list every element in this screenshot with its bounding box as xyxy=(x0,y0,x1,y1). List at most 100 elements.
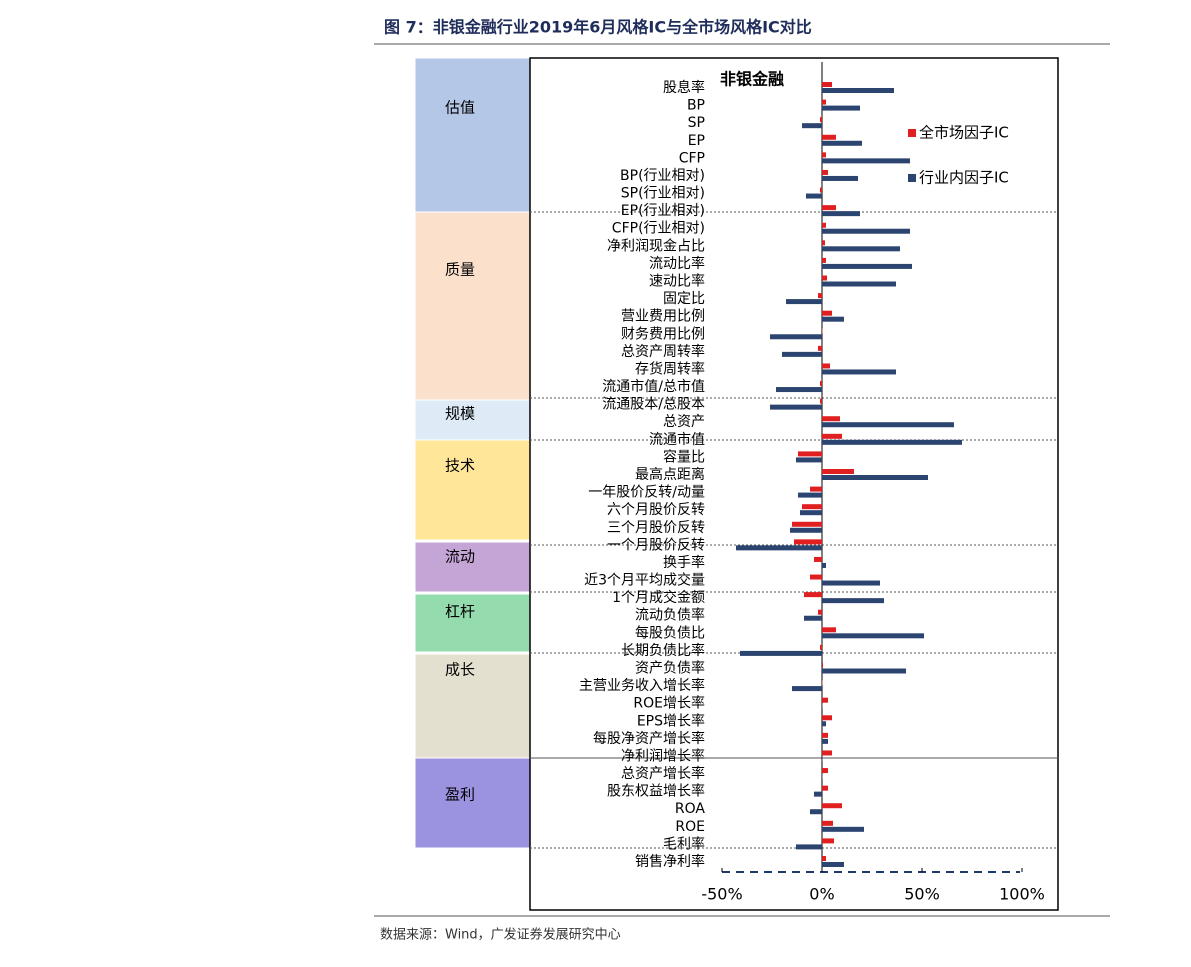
category-label: EP(行业相对) xyxy=(621,203,705,219)
bar xyxy=(822,240,825,246)
bar xyxy=(798,492,822,498)
source: 数据来源：Wind，广发证券发展研究中心 xyxy=(380,927,621,943)
category-label: 主营业务收入增长率 xyxy=(579,677,705,694)
bar xyxy=(822,697,828,703)
page-title: 图 7：非银金融行业2019年6月风格IC与全市场风格IC对比 xyxy=(384,18,812,37)
bar xyxy=(770,334,822,340)
bar xyxy=(796,457,822,463)
bar xyxy=(820,398,822,404)
bar xyxy=(822,169,828,175)
category-label: 最高点距离 xyxy=(635,466,705,483)
bar xyxy=(822,257,826,263)
category-label: 营业费用比例 xyxy=(621,309,705,325)
bar xyxy=(822,99,826,105)
bar xyxy=(810,486,822,492)
group-box xyxy=(414,593,531,653)
bar xyxy=(794,539,822,545)
bar xyxy=(822,105,860,111)
category-label: EPS增长率 xyxy=(637,712,705,729)
category-label: SP xyxy=(688,115,705,131)
bar xyxy=(822,826,864,832)
bar xyxy=(822,598,884,604)
bar xyxy=(822,82,832,87)
bar xyxy=(796,844,822,850)
bar xyxy=(792,521,822,527)
bar xyxy=(814,791,822,797)
category-label: 股息率 xyxy=(663,79,705,96)
bar xyxy=(820,381,822,387)
group-label: 技术 xyxy=(445,457,475,475)
category-label: 流通股本/总股本 xyxy=(602,397,705,413)
bar xyxy=(820,187,822,193)
bar xyxy=(814,556,822,562)
legend-label: 行业内因子IC xyxy=(919,169,1009,187)
plot-title: 非银金融 xyxy=(720,70,784,89)
bar xyxy=(822,228,910,234)
category-label: CFP xyxy=(679,150,705,166)
category-label: 速动比率 xyxy=(649,273,705,290)
bar xyxy=(822,668,906,674)
bar xyxy=(822,768,828,774)
category-label: CFP(行业相对) xyxy=(612,221,705,237)
bar xyxy=(822,774,823,780)
bar xyxy=(822,703,823,709)
bar xyxy=(822,205,836,211)
category-label: 六个月股价反转 xyxy=(607,502,705,518)
bar xyxy=(822,363,830,369)
bar xyxy=(822,140,862,146)
category-label: ROE xyxy=(675,819,705,835)
bar xyxy=(822,838,834,844)
bar xyxy=(804,592,822,598)
bar xyxy=(822,680,823,686)
bar xyxy=(818,293,822,299)
bar xyxy=(822,422,954,428)
bar xyxy=(782,351,822,357)
bar xyxy=(822,175,858,181)
bar xyxy=(802,123,822,129)
group-label: 质量 xyxy=(445,261,475,279)
category-label: BP xyxy=(687,98,705,114)
category-label: EP xyxy=(688,133,705,149)
bar xyxy=(822,633,924,639)
category-label: 流动比率 xyxy=(649,255,705,272)
bar xyxy=(822,580,880,586)
plot-frame xyxy=(529,57,1059,911)
bar xyxy=(770,404,822,410)
category-label: ROE增长率 xyxy=(633,695,705,712)
bar xyxy=(822,756,823,762)
bar xyxy=(822,562,826,568)
category-label: 1个月成交金额 xyxy=(612,589,705,606)
group-box xyxy=(414,439,531,541)
bar xyxy=(818,345,822,351)
category-label: 一年股价反转/动量 xyxy=(588,485,705,501)
legend-label: 全市场因子IC xyxy=(919,124,1009,142)
x-tick-label: 50% xyxy=(904,885,940,904)
bar xyxy=(822,281,896,287)
bar xyxy=(822,820,833,826)
category-label: 容量比 xyxy=(663,448,705,465)
bar xyxy=(800,510,822,516)
category-label: 财务费用比例 xyxy=(621,326,705,342)
bar xyxy=(822,316,844,322)
category-label: 长期负债比率 xyxy=(621,642,705,659)
bar xyxy=(822,416,840,422)
bar xyxy=(822,738,828,744)
bar xyxy=(822,310,832,316)
category-label: 毛利率 xyxy=(663,835,705,852)
bar xyxy=(822,433,842,439)
bar xyxy=(822,369,896,375)
category-label: 总资产 xyxy=(663,414,705,430)
category-label: 净利润现金占比 xyxy=(607,238,705,254)
x-tick-label: 0% xyxy=(809,885,834,904)
category-label: 三个月股价反转 xyxy=(607,520,705,536)
category-label: BP(行业相对) xyxy=(620,168,705,184)
category-label: 换手率 xyxy=(663,554,705,571)
bar xyxy=(818,609,822,615)
bar xyxy=(822,222,826,228)
bar xyxy=(740,650,822,656)
category-label: 近3个月平均成交量 xyxy=(584,572,705,589)
bar xyxy=(810,809,822,815)
